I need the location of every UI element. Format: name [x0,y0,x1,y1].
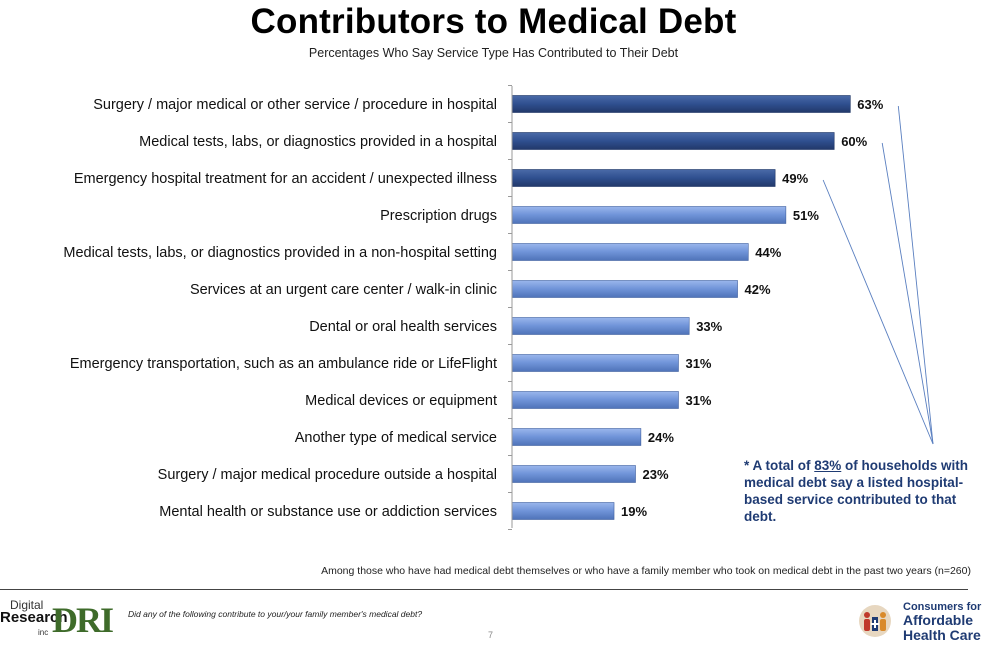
value-label: 44% [755,245,781,260]
category-label: Another type of medical service [295,430,497,446]
base-note: Among those who have had medical debt th… [321,565,971,577]
category-label: Medical tests, labs, or diagnostics prov… [63,245,497,261]
chart-title: Contributors to Medical Debt [250,2,737,41]
bar-12 [511,502,615,520]
value-label: 60% [841,134,867,149]
bar-9 [511,391,679,409]
bar-4 [511,206,787,224]
value-label: 63% [857,97,883,112]
bar-8 [511,354,679,372]
bar-2 [511,132,835,150]
cahc-logo: Consumers for Affordable Health Care [858,601,987,643]
value-label: 42% [745,282,771,297]
dri-logo-mark: DRI [52,600,114,640]
value-label: 31% [685,356,711,371]
category-label: Emergency transportation, such as an amb… [70,356,497,372]
category-label: Dental or oral health services [309,319,497,335]
bar-chart: Surgery / major medical or other service… [63,85,934,530]
value-label: 23% [643,467,669,482]
value-label: 33% [696,319,722,334]
footer-divider [0,589,968,590]
value-label: 24% [648,430,674,445]
dri-logo-research: Research [0,609,68,626]
dri-logo-digital: Digital [10,598,44,612]
bar-6 [511,280,738,298]
bar-10 [511,428,642,446]
survey-question: Did any of the following contribute to y… [128,609,423,619]
value-label: 19% [621,504,647,519]
cahc-logo-line3: Health Care [903,627,981,643]
callout-highlight: 83% [814,458,842,473]
page-number: 7 [488,630,494,640]
cahc-logo-line1: Consumers for [903,601,982,613]
value-label: 31% [685,393,711,408]
bar-11 [511,465,636,483]
category-label: Medical tests, labs, or diagnostics prov… [139,134,497,150]
bar-5 [511,243,749,261]
callout-connector [897,105,934,445]
callout-suffix: of households with medical debt say a li… [744,458,969,524]
dri-logo-inc: inc [38,628,49,637]
cahc-logo-line2: Affordable [903,612,973,628]
callout-prefix: * A total of [744,458,815,473]
dri-logo: Digital Research inc DRI [0,598,114,640]
category-label: Emergency hospital treatment for an acci… [74,171,497,187]
category-label: Mental health or substance use or addict… [159,504,497,520]
value-label: 51% [793,208,819,223]
bar-3 [511,169,776,187]
category-label: Surgery / major medical or other service… [93,97,497,113]
value-label: 49% [782,171,808,186]
callout-note: * A total of 83% of households with medi… [744,457,974,525]
bar-7 [511,317,690,335]
category-label: Prescription drugs [380,208,497,224]
category-label: Services at an urgent care center / walk… [190,282,497,298]
family-house-icon [859,605,891,637]
bar-1 [511,95,851,113]
chart-subtitle: Percentages Who Say Service Type Has Con… [308,46,679,60]
callout-connector [822,179,934,445]
category-label: Surgery / major medical procedure outsid… [158,467,497,483]
category-label: Medical devices or equipment [305,393,497,409]
callout-connector [881,142,934,445]
